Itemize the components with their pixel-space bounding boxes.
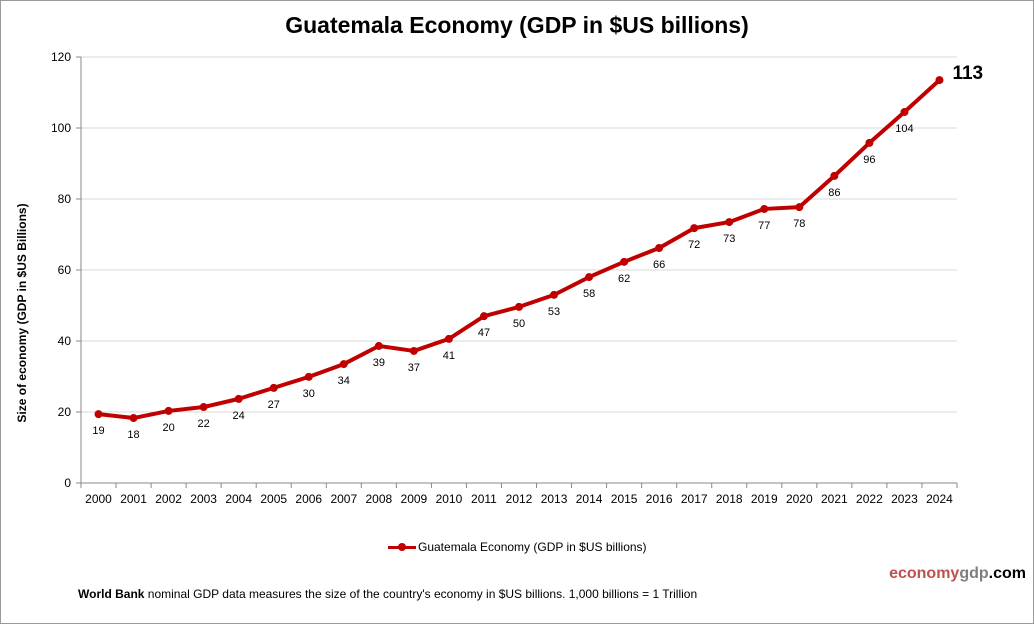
data-point xyxy=(374,341,383,350)
data-label: 72 xyxy=(688,239,700,251)
data-point xyxy=(409,346,418,355)
data-label: 62 xyxy=(618,273,630,285)
data-label: 86 xyxy=(828,187,840,199)
data-label: 20 xyxy=(162,422,174,434)
data-point xyxy=(725,218,734,227)
data-label: 30 xyxy=(303,388,315,400)
x-tick-label: 2022 xyxy=(856,492,883,506)
legend: Guatemala Economy (GDP in $US billions) xyxy=(388,539,647,555)
x-tick-label: 2004 xyxy=(225,492,252,506)
data-label: 78 xyxy=(793,218,805,230)
y-tick-label: 80 xyxy=(58,192,72,206)
x-tick-label: 2008 xyxy=(365,492,392,506)
y-tick-label: 60 xyxy=(58,263,72,277)
data-point xyxy=(234,394,243,403)
data-label: 53 xyxy=(548,306,560,318)
data-point xyxy=(304,372,313,381)
x-tick-label: 2003 xyxy=(190,492,217,506)
data-label: 22 xyxy=(198,418,210,430)
data-label: 39 xyxy=(373,357,385,369)
x-tick-label: 2010 xyxy=(436,492,463,506)
y-tick-label: 0 xyxy=(64,476,71,490)
x-tick-label: 2011 xyxy=(471,492,497,506)
x-tick-label: 2024 xyxy=(926,492,953,506)
data-label: 77 xyxy=(758,220,770,232)
y-tick-label: 40 xyxy=(58,334,72,348)
data-point xyxy=(935,76,944,85)
data-point xyxy=(94,410,103,419)
data-point xyxy=(585,273,594,282)
x-tick-label: 2023 xyxy=(891,492,918,506)
legend-line-marker-icon xyxy=(388,539,416,555)
data-point xyxy=(479,312,488,321)
x-tick-label: 2007 xyxy=(330,492,357,506)
data-label: 104 xyxy=(895,123,913,135)
x-tick-label: 2001 xyxy=(120,492,147,506)
series-line xyxy=(98,78,941,421)
footnote-source: World Bank xyxy=(78,587,145,601)
data-point xyxy=(795,203,804,212)
x-tick-label: 2013 xyxy=(541,492,568,506)
y-tick-label: 120 xyxy=(51,50,71,64)
x-tick-label: 2006 xyxy=(295,492,322,506)
data-point xyxy=(199,403,208,412)
data-point xyxy=(129,414,138,423)
x-tick-label: 2018 xyxy=(716,492,743,506)
data-label: 41 xyxy=(443,350,455,362)
y-tick-label: 20 xyxy=(58,405,72,419)
footnote: World Bank nominal GDP data measures the… xyxy=(78,587,697,601)
x-tick-label: 2009 xyxy=(401,492,428,506)
data-point xyxy=(515,302,523,311)
data-label: 58 xyxy=(583,288,595,300)
brand-logo[interactable]: economygdp.com xyxy=(889,565,1026,582)
x-tick-label: 2016 xyxy=(646,492,673,506)
data-point xyxy=(690,224,699,233)
data-label: 18 xyxy=(127,429,139,441)
data-label: 73 xyxy=(723,233,735,245)
data-point xyxy=(620,257,629,266)
data-point xyxy=(444,334,453,343)
data-label: 19 xyxy=(92,425,104,437)
x-tick-label: 2014 xyxy=(576,492,603,506)
data-point xyxy=(164,406,173,415)
x-tick-label: 2017 xyxy=(681,492,708,506)
legend-label: Guatemala Economy (GDP in $US billions) xyxy=(418,540,647,554)
x-tick-label: 2015 xyxy=(611,492,638,506)
x-tick-label: 2019 xyxy=(751,492,778,506)
data-label: 24 xyxy=(233,410,245,422)
data-point xyxy=(900,108,909,117)
x-tick-label: 2005 xyxy=(260,492,287,506)
data-point xyxy=(760,204,769,213)
x-tick-label: 2020 xyxy=(786,492,813,506)
chart-title: Guatemala Economy (GDP in $US billions) xyxy=(285,12,749,38)
data-point xyxy=(865,138,874,147)
x-tick-label: 2021 xyxy=(821,492,848,506)
data-label: 50 xyxy=(513,318,525,330)
data-point xyxy=(269,383,278,392)
data-label: 34 xyxy=(338,375,350,387)
data-label: 47 xyxy=(478,327,490,339)
x-tick-label: 2012 xyxy=(506,492,533,506)
x-tick-label: 2002 xyxy=(155,492,182,506)
data-label: 96 xyxy=(863,154,875,166)
footnote-text: nominal GDP data measures the size of th… xyxy=(144,587,698,601)
data-point xyxy=(830,171,839,180)
data-label: 37 xyxy=(408,362,420,374)
y-tick-label: 100 xyxy=(51,121,71,135)
data-label: 113 xyxy=(952,63,983,84)
data-point xyxy=(655,243,664,252)
data-label: 66 xyxy=(653,259,665,271)
data-point xyxy=(339,360,348,369)
x-tick-label: 2000 xyxy=(85,492,112,506)
data-label: 27 xyxy=(268,399,280,411)
data-point xyxy=(550,290,559,299)
